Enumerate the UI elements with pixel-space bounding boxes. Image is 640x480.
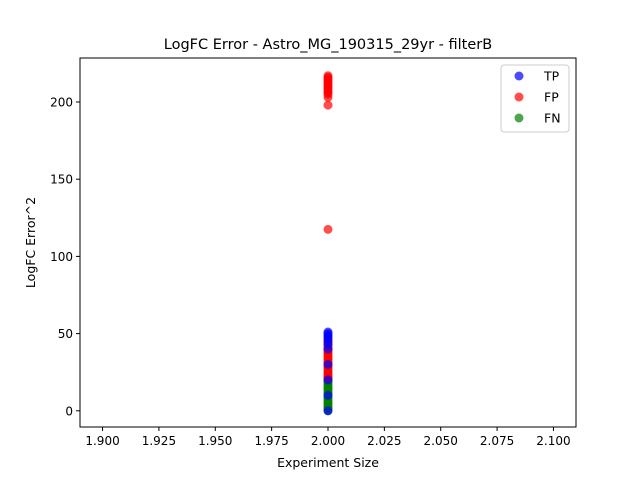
y-tick-label: 150: [50, 173, 73, 187]
x-tick-label: 1.975: [254, 434, 288, 448]
legend-label-fp: FP: [544, 90, 559, 105]
x-axis-label: Experiment Size: [277, 455, 379, 470]
chart-title: LogFC Error - Astro_MG_190315_29yr - fil…: [164, 37, 492, 53]
legend-marker-fp: [514, 92, 524, 102]
legend-marker-fn: [514, 113, 524, 123]
legend: TP FP FN: [500, 64, 570, 133]
legend-label-tp: TP: [543, 69, 560, 84]
x-tick-label: 2.050: [424, 434, 458, 448]
point-tp: [323, 390, 333, 400]
point-fp: [323, 100, 333, 110]
x-tick-label: 2.075: [480, 434, 514, 448]
point-fp: [323, 92, 333, 102]
point-tp: [323, 406, 333, 416]
y-tick-label: 0: [65, 404, 73, 418]
legend-marker-tp: [514, 71, 524, 81]
y-axis: 0 50 100 150 200: [50, 96, 80, 418]
x-tick-label: 1.900: [85, 434, 119, 448]
plot-area: [323, 71, 333, 416]
legend-label-fn: FN: [544, 111, 561, 126]
point-fp: [323, 224, 333, 234]
y-tick-label: 100: [50, 250, 73, 264]
x-tick-label: 2.025: [367, 434, 401, 448]
x-tick-label: 2.000: [311, 434, 345, 448]
point-tp: [323, 375, 333, 385]
y-axis-label: LogFC Error^2: [23, 197, 38, 288]
point-tp: [323, 359, 333, 369]
y-tick-label: 50: [58, 327, 73, 341]
x-axis: 1.900 1.925 1.950 1.975 2.000 2.025 2.050 2.075…: [85, 427, 571, 448]
y-tick-label: 200: [50, 96, 73, 110]
x-tick-label: 1.950: [198, 434, 232, 448]
point-tp: [323, 344, 333, 354]
x-tick-label: 1.925: [142, 434, 176, 448]
x-tick-label: 2.100: [536, 434, 570, 448]
